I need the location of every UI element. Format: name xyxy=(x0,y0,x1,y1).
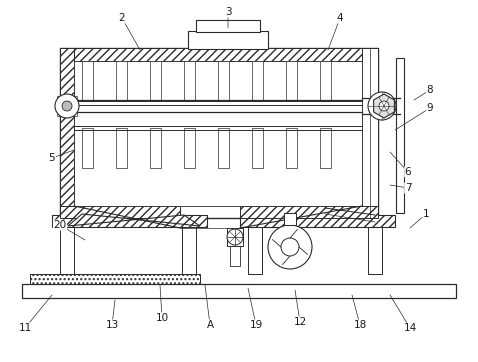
Bar xyxy=(252,128,263,168)
Bar xyxy=(248,227,262,274)
Circle shape xyxy=(368,92,396,120)
Text: 20: 20 xyxy=(54,220,66,230)
Text: 6: 6 xyxy=(405,167,411,177)
Bar xyxy=(286,128,297,168)
Bar xyxy=(252,61,263,101)
Bar xyxy=(60,48,378,218)
Polygon shape xyxy=(374,94,394,118)
Text: 4: 4 xyxy=(337,13,343,23)
Bar xyxy=(30,274,200,284)
Text: 13: 13 xyxy=(105,320,119,330)
Text: 9: 9 xyxy=(427,103,434,113)
Bar xyxy=(150,128,161,168)
Bar xyxy=(230,246,240,266)
Bar xyxy=(320,128,331,168)
Bar xyxy=(60,48,378,61)
Bar xyxy=(368,227,382,274)
Circle shape xyxy=(268,225,312,269)
Bar xyxy=(74,61,362,206)
Bar xyxy=(182,227,196,274)
Bar xyxy=(362,48,378,218)
Bar xyxy=(116,128,127,168)
Text: 2: 2 xyxy=(119,13,125,23)
Bar xyxy=(218,128,229,168)
Circle shape xyxy=(281,238,299,256)
Text: 5: 5 xyxy=(49,153,55,163)
Bar xyxy=(150,61,161,101)
Bar xyxy=(196,20,260,32)
Text: 1: 1 xyxy=(423,209,429,219)
Text: 10: 10 xyxy=(155,313,169,323)
Bar xyxy=(396,58,404,213)
Bar xyxy=(60,227,74,274)
Bar xyxy=(227,228,243,246)
Bar xyxy=(22,284,456,298)
Bar xyxy=(60,206,180,218)
Text: 7: 7 xyxy=(405,183,411,193)
Text: 19: 19 xyxy=(250,320,262,330)
Bar xyxy=(240,206,378,218)
Bar xyxy=(57,96,77,116)
Bar xyxy=(286,61,297,101)
Text: 12: 12 xyxy=(293,317,306,327)
Bar xyxy=(320,61,331,101)
Bar xyxy=(362,98,400,114)
Circle shape xyxy=(227,229,243,245)
Bar xyxy=(240,215,395,227)
Text: A: A xyxy=(206,320,214,330)
Text: 11: 11 xyxy=(18,323,32,333)
Polygon shape xyxy=(68,214,200,226)
Bar xyxy=(82,128,93,168)
Text: 3: 3 xyxy=(225,7,231,17)
Circle shape xyxy=(55,94,79,118)
Bar xyxy=(82,61,93,101)
Bar xyxy=(184,61,195,101)
Bar xyxy=(60,48,74,218)
Bar xyxy=(218,61,229,101)
Circle shape xyxy=(379,101,389,111)
Bar xyxy=(184,128,195,168)
Bar xyxy=(284,213,296,225)
Text: 18: 18 xyxy=(353,320,367,330)
Bar xyxy=(188,31,268,49)
Text: 8: 8 xyxy=(427,85,434,95)
Bar xyxy=(52,215,207,227)
Text: 14: 14 xyxy=(403,323,417,333)
Bar xyxy=(116,61,127,101)
Circle shape xyxy=(62,101,72,111)
